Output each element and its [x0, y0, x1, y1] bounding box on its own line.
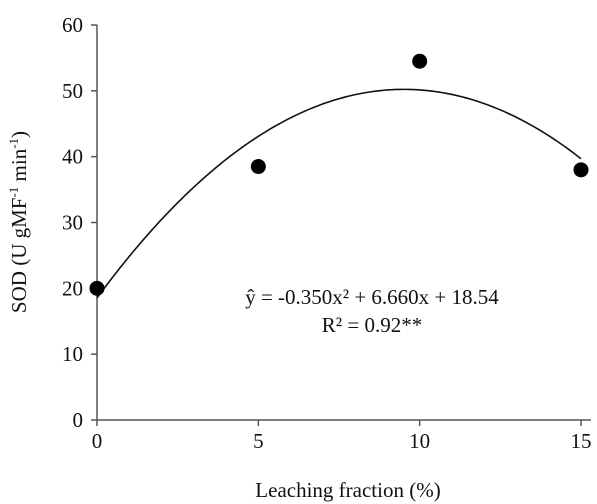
x-tick-label: 10	[409, 429, 430, 453]
fit-r-squared: R² = 0.92**	[322, 313, 422, 337]
y-tick-label: 60	[62, 13, 83, 37]
data-point	[250, 159, 266, 175]
data-point	[412, 53, 428, 69]
y-axis-title-sup2: -1	[6, 138, 21, 149]
y-ticks: 0 10 20 30 40 50 60	[62, 13, 97, 432]
x-ticks: 0 5 10 15	[92, 420, 592, 453]
y-axis-title-part1: SOD (U gMF	[7, 198, 31, 314]
fit-equation: ŷ = -0.350x² + 6.660x + 18.54	[245, 285, 499, 309]
data-point	[89, 280, 105, 296]
y-tick-label: 30	[62, 211, 83, 235]
y-axis-title-part3: )	[7, 131, 31, 138]
data-points	[89, 53, 589, 296]
x-tick-label: 5	[253, 429, 264, 453]
y-tick-label: 40	[62, 145, 83, 169]
y-tick-label: 50	[62, 79, 83, 103]
data-point	[573, 162, 589, 178]
y-axis-title: SOD (U gMF-1 min-1)	[6, 131, 31, 313]
y-tick-label: 20	[62, 276, 83, 300]
y-axis-title-sup1: -1	[6, 187, 21, 198]
y-tick-label: 0	[73, 408, 84, 432]
x-tick-label: 0	[92, 429, 103, 453]
fit-curve	[96, 88, 582, 299]
axes	[96, 25, 591, 421]
x-axis-title: Leaching fraction (%)	[255, 478, 440, 502]
y-axis-title-part2: min	[7, 148, 31, 186]
y-tick-label: 10	[62, 342, 83, 366]
x-tick-label: 15	[571, 429, 592, 453]
